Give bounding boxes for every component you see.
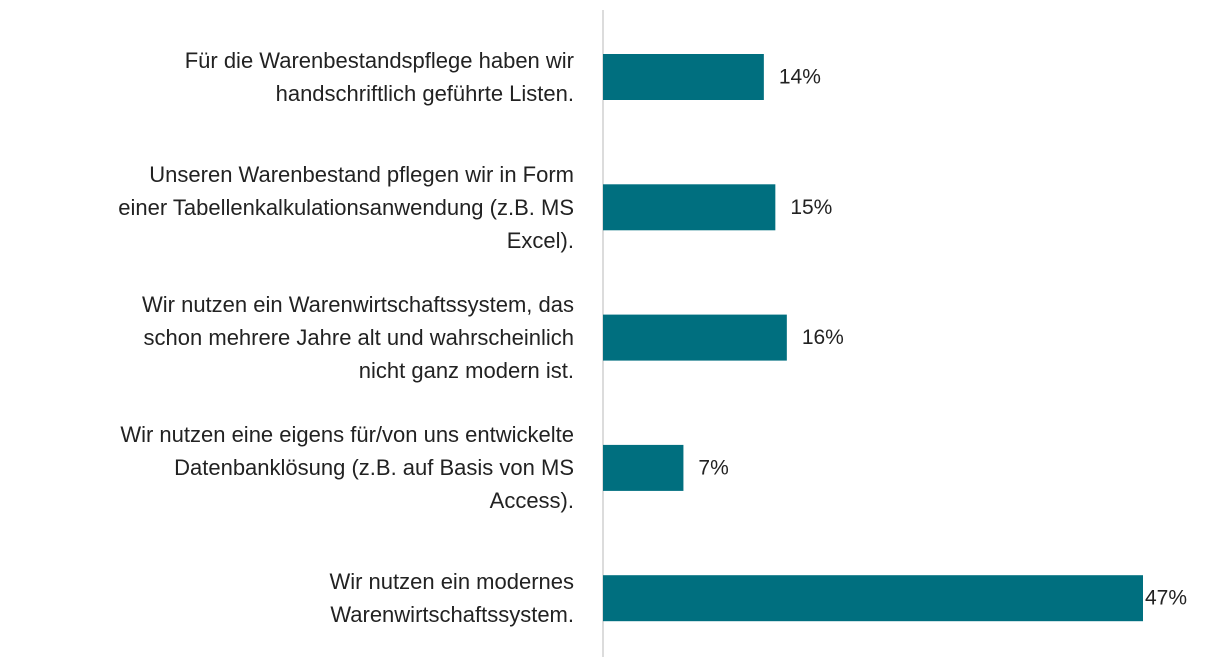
value-label: 7% [698,456,728,479]
category-label: Wir nutzen ein modernes Warenwirtschafts… [329,569,574,628]
value-label: 47% [1145,587,1187,610]
bar [603,184,776,231]
category-label: Für die Warenbestandspflege haben wir ha… [184,48,574,106]
value-label: 16% [802,326,844,349]
category-label: Wir nutzen ein Warenwirtschaftssystem, d… [142,292,574,384]
category-label: Wir nutzen eine eigens für/von uns entwi… [120,422,574,514]
value-label: 14% [779,66,821,89]
bar [603,444,684,491]
bar [603,575,1143,622]
bar [603,314,787,361]
bar [603,54,764,100]
value-label: 15% [790,196,832,219]
category-label: Unseren Warenbestand pflegen wir in Form… [118,161,574,253]
